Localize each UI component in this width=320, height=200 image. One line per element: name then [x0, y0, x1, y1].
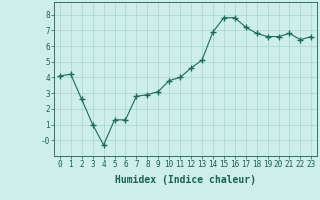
X-axis label: Humidex (Indice chaleur): Humidex (Indice chaleur) [115, 175, 256, 185]
